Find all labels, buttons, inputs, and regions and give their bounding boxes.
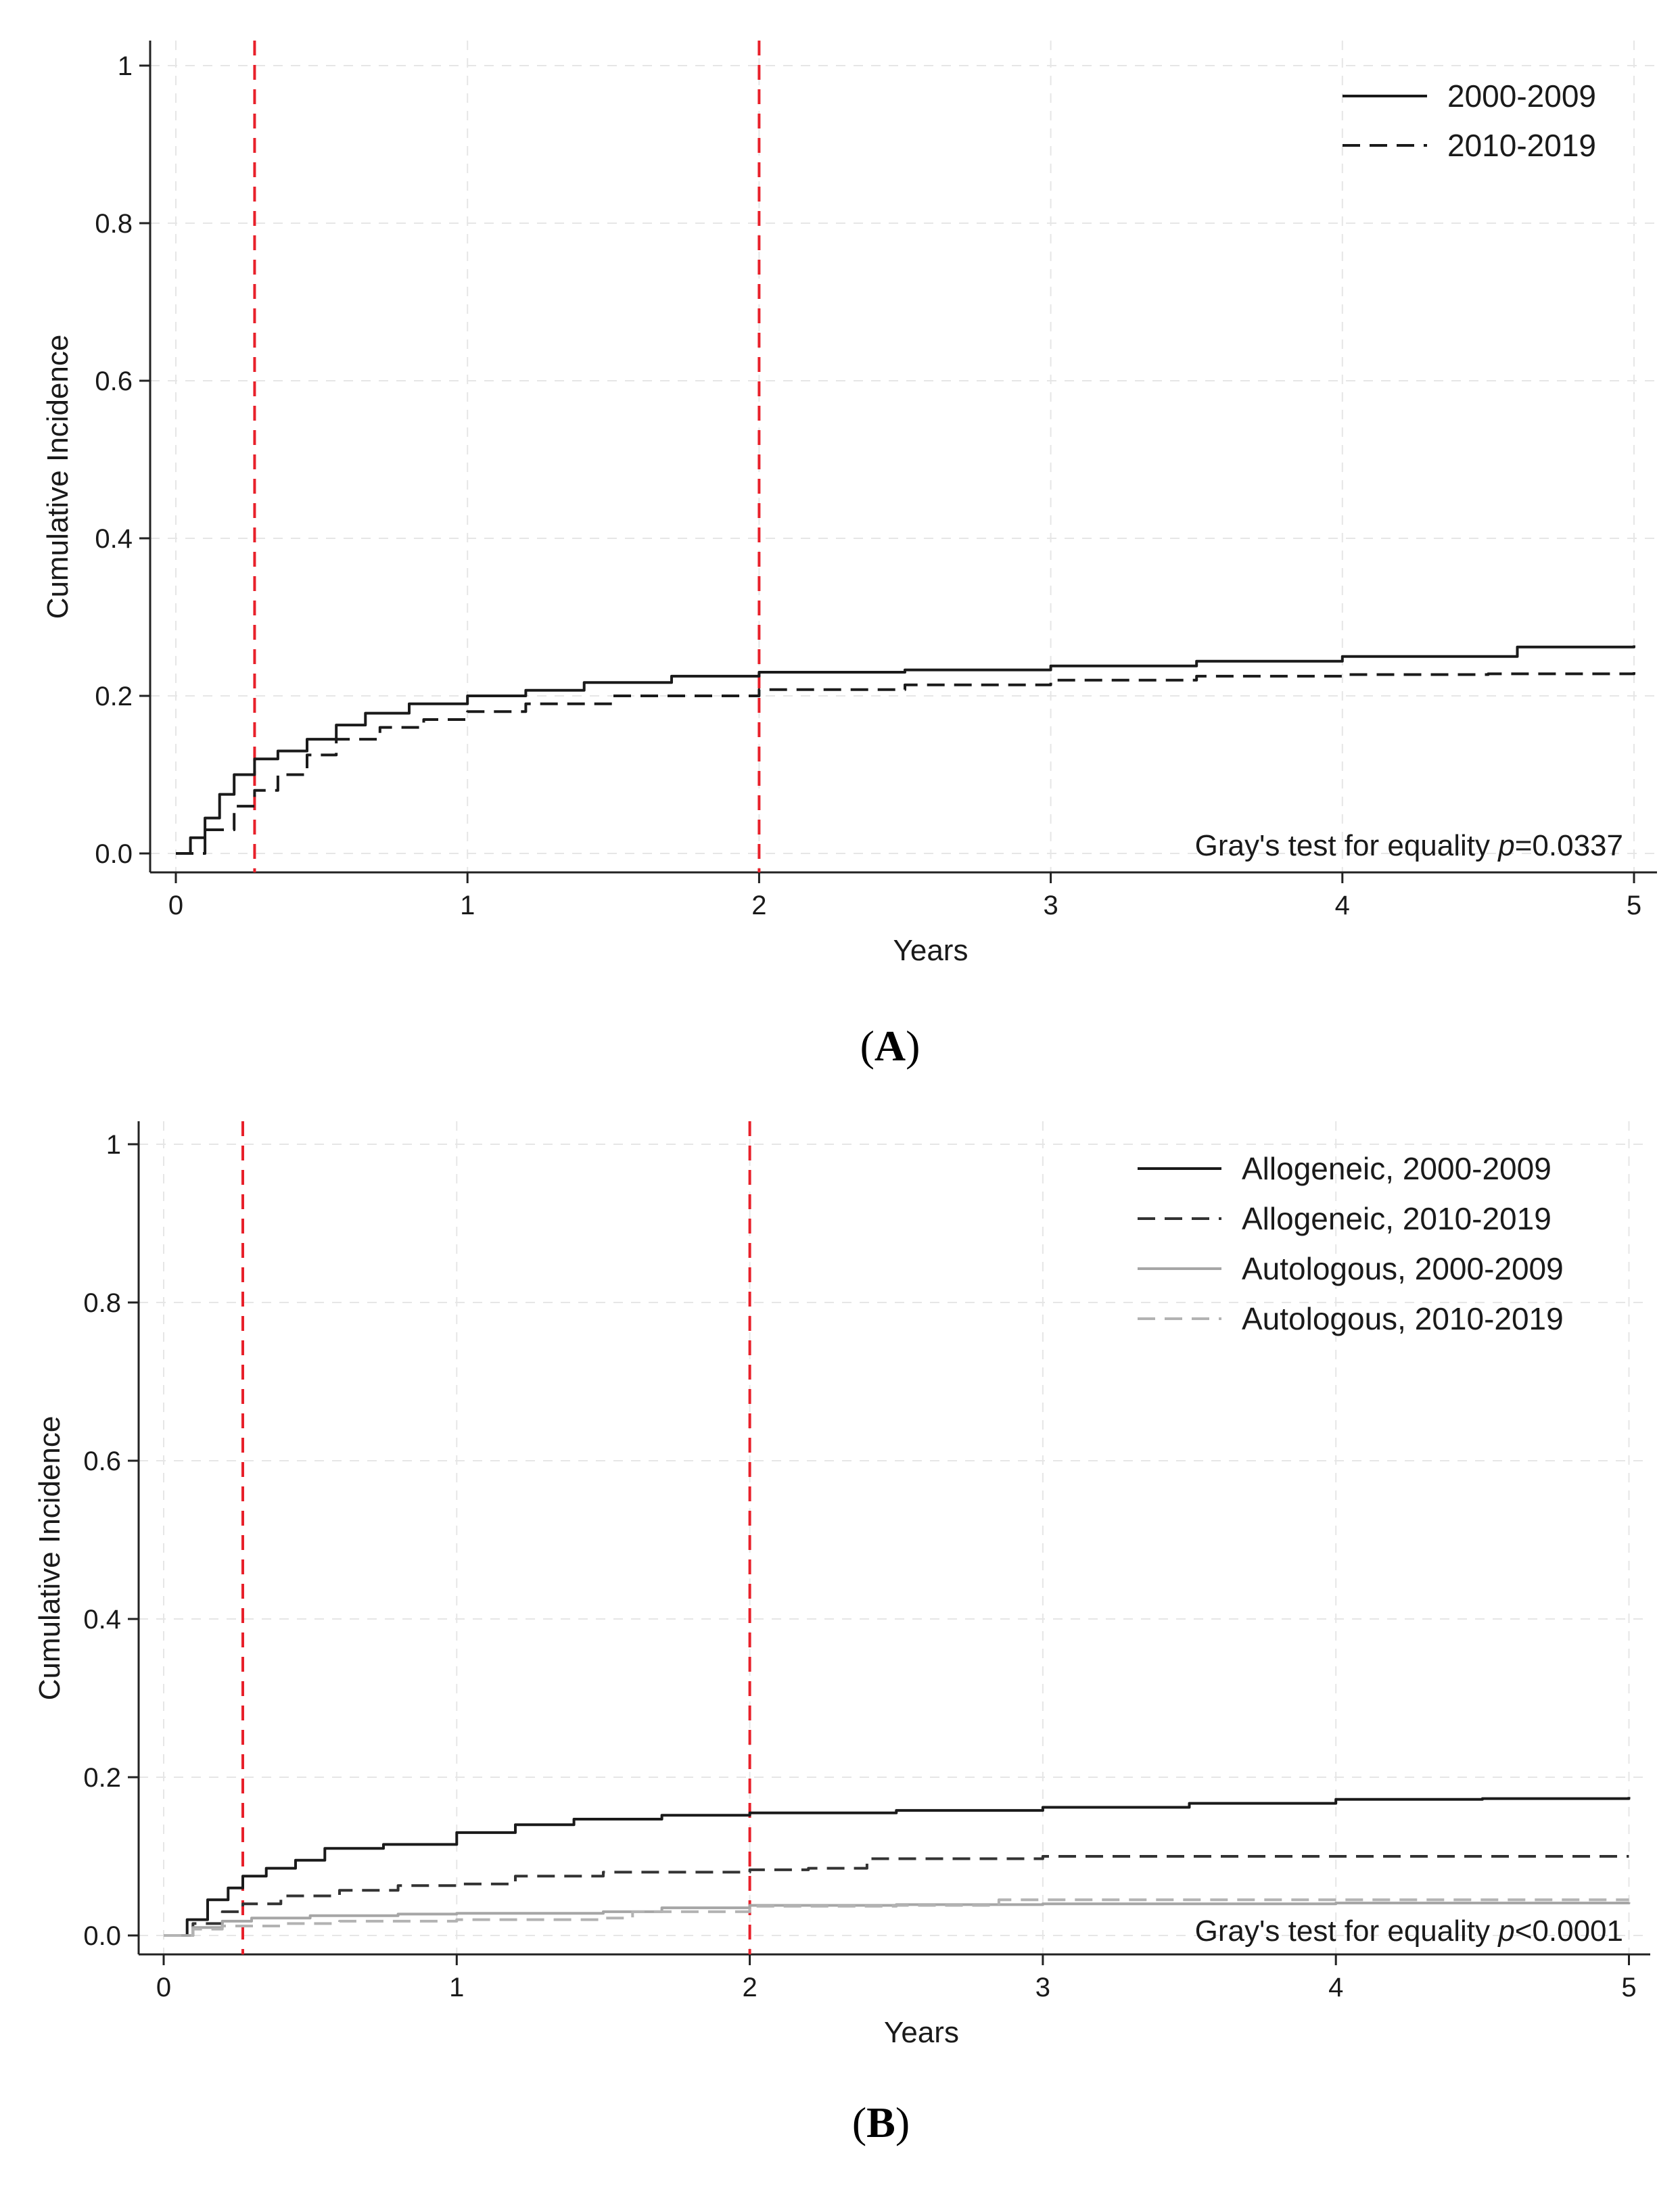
x-tick-label-b: 3 — [1035, 1973, 1050, 2002]
y-tick-label-a: 1 — [118, 51, 133, 81]
annotation-text-a: Gray's test for equality — [1195, 829, 1499, 862]
legend-label-b-0: Allogeneic, 2000-2009 — [1242, 1151, 1551, 1186]
x-tick-label-b: 4 — [1328, 1973, 1343, 2002]
series-line-b-1 — [164, 1855, 1629, 1937]
panel-label-a: (A) — [860, 1022, 920, 1070]
legend-label-a-1: 2010-2019 — [1447, 128, 1596, 163]
legend-a: 2000-2009 2010-2019 — [1343, 78, 1596, 163]
x-axis-title-a: Years — [893, 934, 969, 967]
y-tick-label-b: 0.8 — [83, 1288, 121, 1318]
legend-label-b-2: Autologous, 2000-2009 — [1242, 1251, 1564, 1286]
x-tick-label-a: 2 — [751, 891, 766, 920]
y-tick-label-a: 0.0 — [95, 839, 133, 869]
x-tick-label-b: 1 — [449, 1973, 464, 2002]
y-tick-label-a: 0.4 — [95, 524, 133, 554]
y-tick-label-b: 0.4 — [83, 1605, 121, 1635]
y-axis-title-a: Cumulative Incidence — [41, 335, 74, 619]
gridlines-b — [139, 1121, 1650, 1954]
gridlines-a — [150, 41, 1657, 872]
legend-b: Allogeneic, 2000-2009 Allogeneic, 2010-20… — [1138, 1151, 1564, 1336]
x-tick-label-a: 0 — [168, 891, 183, 920]
panel-label-letter-a: A — [874, 1022, 906, 1070]
panel-label-close-a: ) — [906, 1022, 920, 1070]
annotation-p-a: p — [1497, 829, 1514, 862]
annotation-value-b: <0.0001 — [1515, 1914, 1623, 1948]
y-tick-label-a: 0.2 — [95, 682, 133, 711]
annotation-b: Gray's test for equality p<0.0001 — [1195, 1914, 1623, 1948]
panel-label-close-b: ) — [895, 2098, 910, 2146]
x-axis-title-b: Years — [884, 2016, 959, 2049]
panel-b: 0 1 2 3 4 5 0.0 0.2 0.4 0.6 0.8 1 Years Cumulative In… — [33, 1121, 1650, 2146]
y-tick-label-b: 0.0 — [83, 1921, 121, 1951]
y-axis-title-b: Cumulative Incidence — [33, 1416, 66, 1701]
annotation-a: Gray's test for equality p=0.0337 — [1195, 829, 1623, 862]
panel-label-b: (B) — [852, 2098, 910, 2146]
series-line-b-3 — [164, 1898, 1629, 1937]
x-tick-label-b: 0 — [156, 1973, 171, 2002]
series-line-a-0 — [176, 645, 1635, 855]
annotation-text-b: Gray's test for equality — [1195, 1914, 1499, 1948]
annotation-value-a: =0.0337 — [1515, 829, 1623, 862]
series-line-b-2 — [164, 1902, 1631, 1937]
y-tick-label-a: 0.6 — [95, 367, 133, 396]
x-tick-label-a: 4 — [1335, 891, 1350, 920]
legend-label-b-3: Autologous, 2010-2019 — [1242, 1301, 1564, 1336]
x-tick-label-b: 5 — [1621, 1973, 1636, 2002]
panel-label-open-b: ( — [852, 2098, 866, 2146]
series-line-a-1 — [176, 672, 1635, 855]
legend-label-b-1: Allogeneic, 2010-2019 — [1242, 1201, 1551, 1236]
y-tick-label-a: 0.8 — [95, 209, 133, 239]
x-tick-label-a: 1 — [460, 891, 475, 920]
panel-label-letter-b: B — [866, 2098, 895, 2146]
y-tick-label-b: 0.2 — [83, 1763, 121, 1793]
x-tick-label-b: 2 — [742, 1973, 757, 2002]
panel-a: 0 1 2 3 4 5 0.0 0.2 0.4 0.6 0.8 1 Years Cumulative In… — [41, 41, 1657, 1070]
x-tick-label-a: 5 — [1627, 891, 1641, 920]
legend-label-a-0: 2000-2009 — [1447, 78, 1596, 114]
annotation-p-b: p — [1497, 1914, 1514, 1948]
panel-label-open-a: ( — [860, 1022, 874, 1070]
series-line-b-0 — [164, 1797, 1631, 1937]
y-tick-label-b: 0.6 — [83, 1447, 121, 1476]
y-tick-label-b: 1 — [106, 1130, 121, 1160]
x-tick-label-a: 3 — [1043, 891, 1058, 920]
